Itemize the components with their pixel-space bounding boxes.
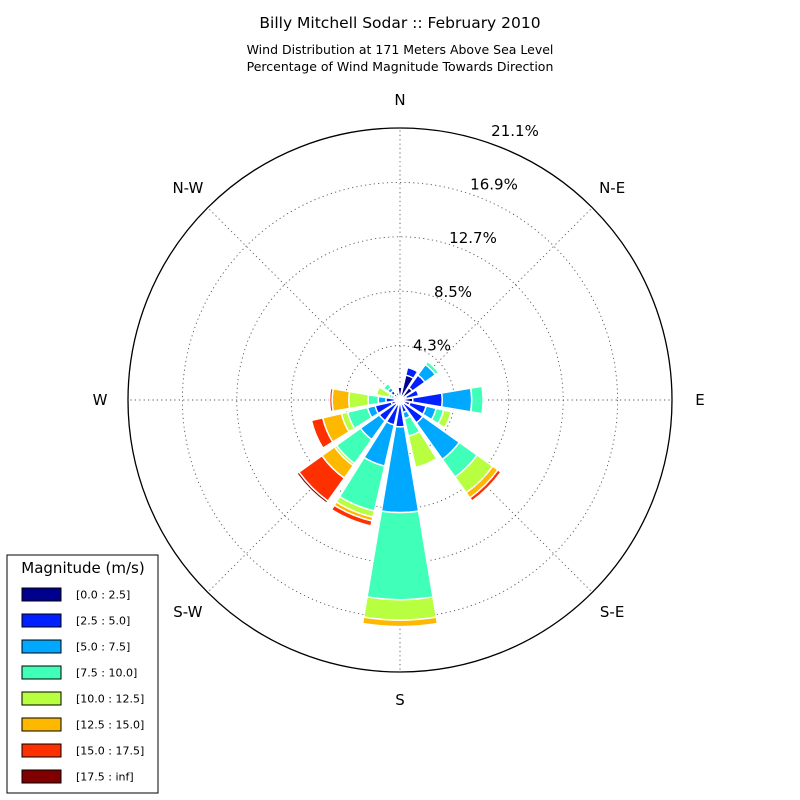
rose-bar-segment [330,504,373,527]
legend-label: [12.5 : 15.0] [76,719,144,732]
legend-swatch [21,717,62,732]
legend-label: [7.5 : 10.0] [76,667,137,680]
rose-bar-segment [407,430,438,469]
grid-ring [181,181,619,619]
rose-bar-segment [469,385,484,415]
rose-bar-segment [424,360,440,376]
rose-bar-segment [348,390,370,410]
direction-label: S [395,691,405,709]
direction-labels: N N-E E S-E S S-W W N-W [93,91,705,709]
direction-label: N [394,91,405,109]
direction-label: W [93,391,108,409]
direction-label: S-E [600,603,624,621]
direction-label: S-W [173,603,202,621]
rose-bar-segment [328,387,334,413]
ring-label: 21.1% [491,122,539,140]
ring-label: 16.9% [470,176,518,194]
legend-swatch [21,769,62,784]
rose-bar-segment [436,409,453,429]
rose-bar-segment [471,471,504,504]
rose-bar-segment [404,366,419,380]
rose-bar-segment [367,393,380,407]
legend-swatch [21,743,62,758]
ring-label: 8.5% [434,283,472,301]
chart-subtitle-line-2: Percentage of Wind Magnitude Towards Dir… [247,59,554,74]
grid-spoke [207,207,401,401]
ring-label: 12.7% [449,229,497,247]
legend-label: [10.0 : 12.5] [76,693,144,706]
direction-label: N-W [172,179,203,197]
legend-label: [15.0 : 17.5] [76,745,144,758]
direction-label: N-E [599,179,625,197]
legend: Magnitude (m/s) [0.0 : 2.5] [2.5 : 5.0] [5… [6,554,159,794]
legend-title: Magnitude (m/s) [21,559,144,577]
legend-swatch [21,665,62,680]
rose-bar-segment [440,387,473,413]
legend-label: [0.0 : 2.5] [76,589,130,602]
rose-bar-segment [483,384,488,416]
legend-swatch [21,691,62,706]
legend-swatch [21,639,62,654]
rose-bar-segment [362,596,438,621]
outer-circle [127,127,673,673]
legend-swatch [21,587,62,602]
rose-bar-segment [377,395,387,405]
rose-bar-segment [381,381,390,390]
legend-label: [2.5 : 5.0] [76,615,130,628]
chart-subtitle-line-1: Wind Distribution at 171 Meters Above Se… [247,42,554,57]
rose-bar-segment [331,387,351,413]
legend-label: [5.0 : 7.5] [76,641,130,654]
rose-bar-segment [396,385,404,389]
rose-bar-segment [366,510,434,601]
rose-bar-segment [394,390,400,395]
rose-bar-segment [404,388,420,400]
grid-ring [290,290,510,510]
chart-title: Billy Mitchell Sodar :: February 2010 [259,14,540,32]
ring-label: 4.3% [413,336,451,354]
legend-swatch [21,613,62,628]
rose-bar-segment [374,385,381,396]
rose-bars [295,360,504,628]
rose-bar-segment [295,471,329,505]
rose-bar-segment [361,616,439,628]
legend-label: [17.5 : inf] [76,771,134,784]
ring-labels: 4.3% 8.5% 12.7% 16.9% 21.1% [413,122,539,354]
direction-label: E [695,391,704,409]
rose-bar-segment [310,416,334,450]
